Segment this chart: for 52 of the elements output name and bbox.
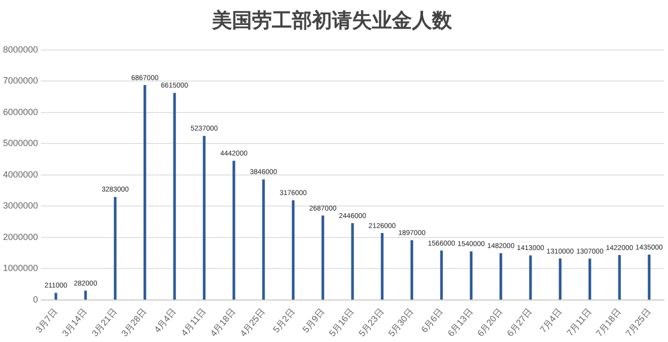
x-tick-label: 4月4日 (152, 306, 178, 335)
x-tick-label: 6月13日 (446, 306, 475, 338)
bar (351, 223, 354, 300)
bar (470, 251, 473, 300)
bar (292, 200, 295, 300)
y-tick-label: 6000000 (2, 106, 38, 117)
y-tick-label: 7000000 (2, 76, 38, 86)
bar (54, 292, 58, 300)
x-tick-label: 7月11日 (564, 306, 594, 338)
bar (262, 179, 265, 300)
x-tick-label: 7月18日 (594, 306, 623, 338)
x-tick-label: 5月2日 (270, 306, 297, 335)
x-tick-label: 7月4日 (538, 306, 564, 335)
bar (440, 250, 443, 300)
bar (144, 85, 146, 300)
x-tick-label: 5月23日 (356, 306, 386, 338)
bar (588, 258, 592, 300)
y-tick-label: 4000000 (2, 169, 38, 180)
y-tick-label: 8000000 (2, 44, 38, 54)
bar (232, 160, 236, 300)
bar (529, 255, 532, 300)
y-tick-label: 5000000 (2, 138, 38, 148)
y-tick-label: 0 (33, 294, 38, 304)
bar (322, 216, 324, 300)
x-tick-label: 6月27日 (505, 306, 534, 338)
x-tick-label: 3月28日 (119, 306, 148, 338)
x-tick-label: 5月30日 (386, 306, 416, 338)
y-tick-label: 1000000 (2, 263, 38, 274)
bar (558, 258, 562, 300)
bar (173, 92, 176, 300)
x-tick-label: 4月11日 (179, 306, 208, 338)
bar (500, 253, 502, 300)
bar (648, 254, 650, 300)
bar (410, 240, 414, 300)
x-tick-label: 3月14日 (60, 306, 89, 338)
bar (84, 290, 87, 300)
bar (618, 255, 621, 300)
x-tick-label: 4月18日 (208, 306, 238, 338)
x-tick-label: 3月21日 (90, 306, 119, 338)
y-tick-label: 2000000 (2, 232, 38, 242)
x-tick-label: 5月16日 (327, 306, 356, 338)
bar (114, 196, 117, 300)
x-tick-label: 3月7日 (34, 306, 60, 335)
x-tick-label: 4月25日 (238, 306, 267, 338)
x-tick-label: 6月6日 (419, 306, 445, 335)
x-tick-label: 5月9日 (300, 306, 326, 335)
y-tick-label: 3000000 (2, 200, 38, 211)
bar (202, 136, 206, 300)
x-tick-label: 6月20日 (475, 306, 504, 338)
bar (380, 233, 384, 300)
chart-title: 美国劳工部初请失业金人数 (211, 8, 453, 32)
x-tick-label: 7月25日 (624, 306, 653, 338)
